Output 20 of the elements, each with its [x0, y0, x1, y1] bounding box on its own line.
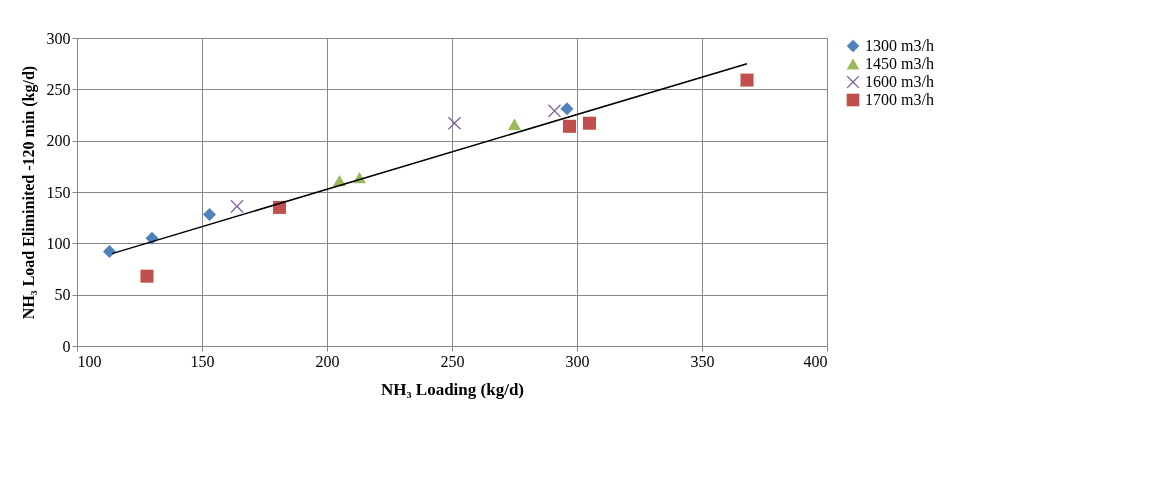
- y-tick-label: 250: [46, 80, 71, 98]
- y-tick-label: 200: [46, 132, 71, 150]
- x-tick-label: 350: [690, 352, 715, 370]
- y-tick-label: 0: [62, 337, 71, 355]
- legend-label: 1300 m3/h: [865, 37, 934, 54]
- y-tick-label: 150: [46, 183, 71, 201]
- y-axis-title: NH₃ Load Eliminited -120 min (kg/d): [19, 65, 38, 320]
- x-tick-label: 400: [803, 352, 828, 370]
- y-tick-label: 100: [46, 234, 71, 252]
- x-tick-label: 200: [315, 352, 340, 370]
- x-tick-label: 150: [190, 352, 215, 370]
- legend-label: 1600 m3/h: [865, 73, 934, 90]
- x-tick-label: 100: [77, 352, 102, 370]
- legend-label: 1450 m3/h: [865, 55, 934, 72]
- x-tick-label: 250: [440, 352, 465, 370]
- y-tick-label: 300: [46, 29, 71, 47]
- y-tick-label: 50: [54, 286, 71, 304]
- x-tick-label: 300: [565, 352, 590, 370]
- legend-label: 1700 m3/h: [865, 91, 934, 108]
- x-axis-title: NH₃ Loading (kg/d): [380, 379, 525, 399]
